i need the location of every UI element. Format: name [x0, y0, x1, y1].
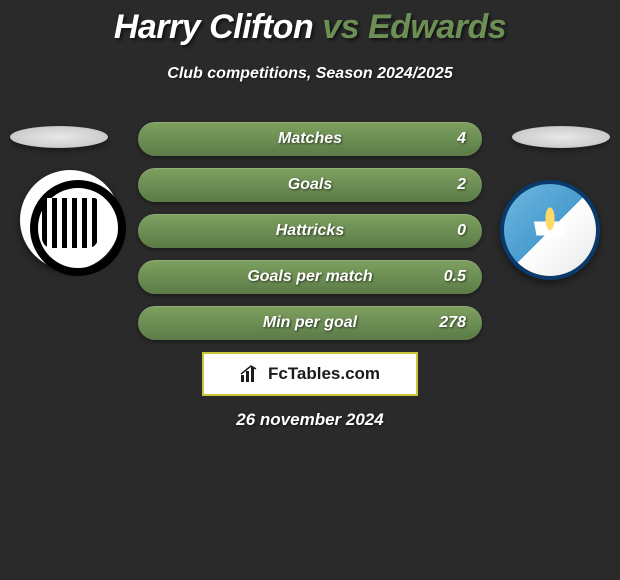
stat-value-right: 4 — [457, 130, 466, 148]
stat-row-min-per-goal: Min per goal 278 — [138, 306, 482, 340]
comparison-title: Harry Clifton vs Edwards — [0, 0, 620, 47]
player2-avatar — [512, 126, 610, 148]
brand-badge: FcTables.com — [202, 352, 418, 396]
club-badge-left — [20, 170, 120, 270]
stat-value-right: 0.5 — [444, 268, 466, 286]
stat-value-right: 2 — [457, 176, 466, 194]
stat-label: Goals — [288, 176, 332, 194]
stat-label: Matches — [278, 130, 342, 148]
subtitle: Club competitions, Season 2024/2025 — [0, 65, 620, 83]
brand-text: FcTables.com — [268, 364, 380, 384]
stat-row-hattricks: Hattricks 0 — [138, 214, 482, 248]
date-text: 26 november 2024 — [0, 410, 620, 430]
stat-label: Goals per match — [247, 268, 372, 286]
player1-avatar — [10, 126, 108, 148]
stat-row-goals: Goals 2 — [138, 168, 482, 202]
bars-icon — [240, 365, 262, 383]
stat-value-right: 0 — [457, 222, 466, 240]
stat-row-matches: Matches 4 — [138, 122, 482, 156]
stat-row-goals-per-match: Goals per match 0.5 — [138, 260, 482, 294]
stat-value-right: 278 — [439, 314, 466, 332]
stats-container: Matches 4 Goals 2 Hattricks 0 Goals per … — [138, 122, 482, 352]
stat-label: Hattricks — [276, 222, 344, 240]
vs-text: vs — [322, 8, 359, 46]
player1-name: Harry Clifton — [114, 8, 313, 46]
club-badge-right — [500, 180, 600, 280]
player2-name: Edwards — [368, 8, 506, 46]
stat-label: Min per goal — [263, 314, 357, 332]
